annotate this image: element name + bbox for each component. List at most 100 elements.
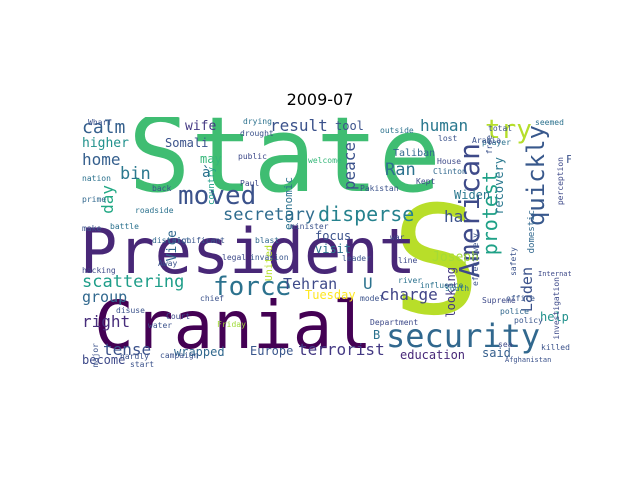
cloud-word: welcome [308, 156, 342, 165]
cloud-word: district [152, 236, 191, 245]
cloud-word: recovery [492, 157, 506, 215]
cloud-word: battle [110, 222, 139, 231]
cloud-word: blast [255, 236, 280, 245]
cloud-word: influence [420, 281, 464, 290]
cloud-word: help [540, 310, 569, 324]
cloud-word: Arabia [472, 136, 501, 145]
cloud-word: Clinton [433, 167, 467, 176]
cloud-word: right [82, 312, 131, 331]
cloud-word: result [270, 117, 328, 135]
cloud-word: Wharf [88, 118, 113, 127]
cloud-word: prime [82, 195, 107, 204]
cloud-word: model [360, 294, 385, 303]
cloud-word: Ran [385, 160, 416, 180]
cloud-word: home [82, 150, 121, 169]
cloud-word: calm [82, 117, 126, 138]
cloud-word: make [82, 224, 102, 233]
cloud-word: nation [82, 174, 111, 183]
cloud-word: leader [342, 254, 371, 263]
cloud-word: Somali [165, 136, 209, 150]
cloud-word: hardly [120, 352, 149, 361]
cloud-word: killed [541, 343, 570, 352]
cloud-word: visit [315, 242, 352, 256]
cloud-word: public [238, 152, 267, 161]
cloud-word: security [386, 317, 541, 355]
cloud-word: bin [120, 164, 151, 184]
cloud-word: tool [335, 119, 364, 133]
cloud-word: B [373, 328, 381, 342]
word-cloud: State S President Cranial security Ameri… [80, 117, 571, 367]
cloud-word: peace [340, 142, 359, 191]
cloud-word: drying [243, 117, 272, 126]
cloud-word: back [152, 184, 172, 193]
cloud-word: policy [514, 316, 543, 325]
cloud-word: Widen [454, 188, 491, 202]
cloud-word: Vice [165, 230, 180, 262]
cloud-word: said [482, 346, 511, 360]
cloud-word: drought [240, 129, 274, 138]
cloud-word: hacking [82, 266, 116, 275]
cloud-word: police [500, 307, 529, 316]
cloud-word: Department [370, 318, 419, 327]
cloud-word: line [398, 256, 418, 265]
cloud-word: chief [200, 294, 225, 303]
cloud-word: secretary [223, 205, 316, 225]
cloud-word: become [82, 353, 126, 367]
cloud-word: tense [103, 340, 152, 359]
cloud-word: Europe [250, 344, 294, 358]
cloud-word: sea [498, 340, 513, 349]
cloud-word: significant [172, 236, 225, 245]
cloud-word: try [485, 117, 532, 145]
cloud-word: may [200, 152, 222, 166]
cloud-word: ha [444, 207, 464, 226]
cloud-word: perception [556, 157, 565, 206]
cloud-word: wrapped [174, 345, 225, 359]
cloud-word: Away [158, 259, 178, 268]
cloud-word: campaign [160, 351, 199, 360]
cloud-word: State [128, 117, 442, 216]
cloud-word: F [566, 153, 571, 166]
cloud-word: moved [178, 181, 257, 211]
cloud-word: President [80, 215, 416, 288]
cloud-word: Tehran [283, 275, 338, 293]
cloud-word: Kept [416, 177, 436, 186]
cloud-word: scattering [82, 272, 185, 292]
cloud-word: river [398, 276, 423, 285]
cloud-word: charge [380, 285, 438, 304]
cloud-word: disperse [318, 202, 415, 226]
cloud-word: force [213, 272, 292, 302]
cloud-word: war [390, 233, 405, 242]
cloud-word: United [264, 245, 275, 282]
cloud-word: group [82, 288, 128, 306]
cloud-word: investigation [552, 277, 561, 340]
cloud-word: roadside [135, 206, 174, 215]
cloud-word: Tuesday [305, 288, 356, 302]
cloud-word: seemed [535, 118, 564, 127]
cloud-word: major [91, 343, 100, 367]
cloud-word: Paul [240, 179, 260, 188]
cloud-word: Supreme [482, 296, 516, 305]
cloud-word: effectively [471, 233, 480, 286]
cloud-word: country [207, 167, 217, 205]
cloud-word: outside [380, 126, 414, 135]
figure-title: 2009-07 [286, 90, 354, 109]
cloud-word: start [130, 360, 155, 368]
cloud-word: terrorist [298, 340, 385, 359]
cloud-word: International [538, 270, 571, 278]
cloud-word: human [420, 117, 469, 135]
cloud-word: education [400, 348, 466, 362]
cloud-word: lost [438, 134, 458, 143]
cloud-word: Afghanistan [505, 356, 552, 364]
cloud-word: wife [185, 119, 217, 134]
cloud-word: disuse [116, 306, 145, 315]
cloud-word: south [445, 284, 470, 293]
cloud-word: Cranial [94, 287, 373, 364]
cloud-word: invasion [250, 253, 289, 262]
cloud-word: safety [509, 247, 518, 276]
cloud-word: S [391, 175, 482, 349]
cloud-word: total [488, 124, 513, 133]
cloud-word: U [363, 274, 373, 293]
cloud-word: à [202, 165, 211, 181]
cloud-word: focus [315, 229, 352, 243]
cloud-word: Taliban [393, 148, 436, 159]
